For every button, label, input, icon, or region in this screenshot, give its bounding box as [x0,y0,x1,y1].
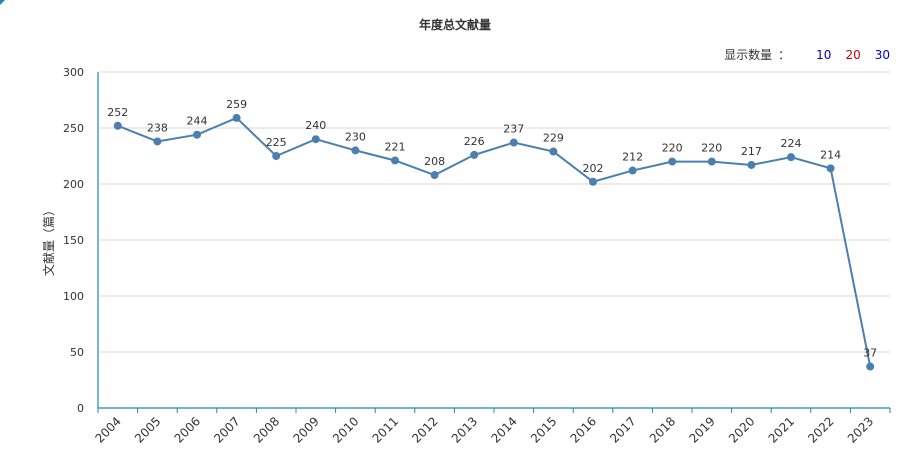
series-line [117,116,872,367]
x-tick-label: 2018 [647,414,678,445]
data-label: 220 [662,142,683,155]
data-point [351,146,360,155]
data-point [391,156,399,165]
data-label: 225 [266,136,287,149]
x-tick-label: 2010 [330,414,361,445]
y-tick-label: 150 [63,234,84,247]
x-tick-label: 2016 [568,414,599,445]
data-point [866,362,875,371]
data-label: 220 [701,142,722,155]
x-tick-label: 2012 [409,414,440,445]
display-count-label: 显示数量 [724,48,773,62]
data-point [628,166,637,175]
x-tick-label: 2022 [805,414,836,445]
x-tick-label: 2014 [488,414,519,445]
x-tick-label: 2020 [726,414,757,445]
x-tick-label: 2007 [211,414,242,445]
data-point [193,130,201,139]
data-label: 237 [503,123,524,136]
data-point [232,113,241,122]
display-count-switch: 显示数量 ： 10 20 30 [724,46,890,63]
data-point [509,138,518,147]
x-tick-label: 2021 [766,414,797,445]
display-count-option-20[interactable]: 20 [845,48,861,62]
y-tick-label: 300 [63,66,84,79]
data-point [470,150,479,159]
data-point [549,147,558,156]
y-tick-label: 0 [77,402,84,415]
data-point [589,177,597,186]
data-point [668,157,677,166]
data-label: 229 [543,132,564,145]
data-label: 224 [781,137,802,150]
x-tick-label: 2023 [845,414,876,445]
data-label: 214 [820,148,841,161]
x-tick-label: 2006 [172,414,203,445]
data-label: 252 [107,106,128,119]
data-point [747,160,756,169]
x-tick-label: 2004 [92,414,123,445]
data-label: 202 [583,162,604,175]
data-label: 217 [741,145,762,158]
display-count-separator: ： [778,48,791,62]
data-label: 226 [464,135,485,148]
data-point [113,121,122,130]
data-label: 37 [863,347,877,360]
x-tick-label: 2015 [528,414,559,445]
data-point [153,137,162,146]
data-label: 208 [424,155,445,168]
x-tick-label: 2009 [290,414,321,445]
y-tick-label: 50 [70,346,84,359]
data-label: 259 [226,98,247,111]
data-point [826,164,835,173]
corner-mark-icon [0,0,5,5]
data-label: 212 [622,151,643,164]
data-point [707,157,716,166]
data-point [311,135,320,144]
data-label: 240 [305,119,326,132]
display-count-option-10[interactable]: 10 [816,48,832,62]
data-label: 230 [345,130,366,143]
x-tick-label: 2011 [370,414,401,445]
data-label: 221 [385,140,406,153]
data-point [430,171,439,180]
data-point [272,152,281,160]
y-tick-label: 200 [63,178,84,191]
display-count-option-30[interactable]: 30 [874,48,890,62]
y-tick-label: 250 [63,122,84,135]
x-tick-label: 2008 [251,414,282,445]
y-axis-title: 文献量（篇） [41,204,56,276]
data-point [787,153,795,162]
x-tick-label: 2017 [607,414,638,445]
data-label: 244 [187,115,208,128]
x-tick-label: 2005 [132,414,163,445]
x-tick-label: 2013 [449,414,480,445]
y-tick-label: 100 [63,290,84,303]
data-label: 238 [147,121,168,134]
chart-title: 年度总文献量 [418,18,491,32]
x-tick-label: 2019 [686,414,717,445]
